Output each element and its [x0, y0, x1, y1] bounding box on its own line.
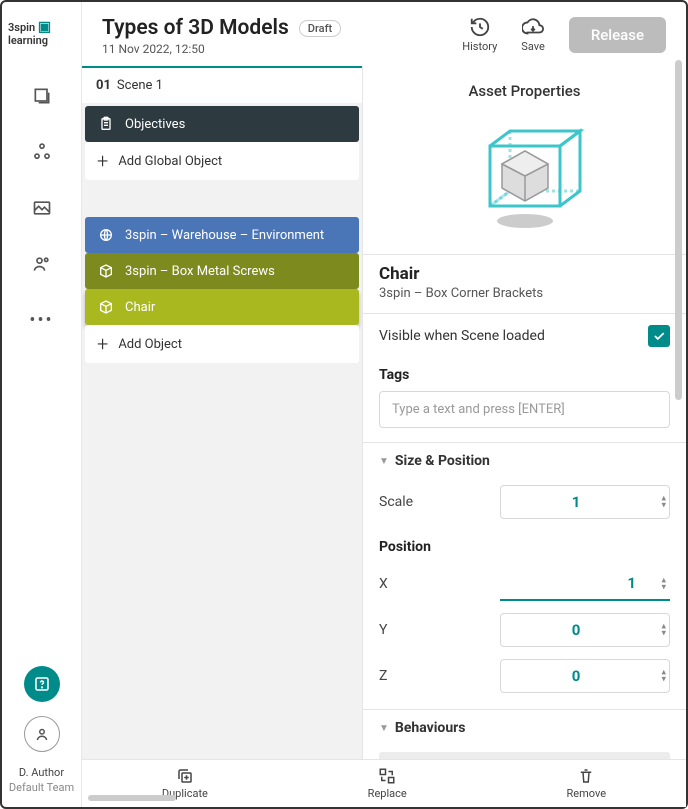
add-object[interactable]: + Add Object	[85, 325, 359, 363]
nav-more-icon[interactable]: •••	[31, 309, 53, 331]
nav-library-icon[interactable]	[31, 85, 53, 107]
size-position-header[interactable]: ▼ Size & Position	[363, 442, 686, 479]
save-button[interactable]: Save	[521, 16, 545, 53]
position-label: Position	[363, 525, 686, 561]
timestamp: 11 Nov 2022, 12:50	[102, 42, 446, 56]
panel-title: Asset Properties	[363, 66, 686, 110]
nav-media-icon[interactable]	[31, 197, 53, 219]
tags-label: Tags	[363, 359, 686, 389]
help-button[interactable]	[24, 666, 60, 702]
y-input[interactable]: 0	[500, 613, 670, 647]
objectives-row[interactable]: Objectives	[85, 106, 359, 142]
visible-checkbox[interactable]	[648, 325, 670, 347]
sidebar: 3spin ▣ learning ••• D. Author Default T…	[2, 2, 82, 807]
add-global-object[interactable]: + Add Global Object	[85, 142, 359, 180]
x-input[interactable]: 1	[500, 567, 670, 601]
scale-input[interactable]: 1	[500, 485, 670, 519]
clipboard-icon	[97, 115, 115, 133]
box-icon	[97, 298, 115, 316]
nav-nodes-icon[interactable]	[31, 141, 53, 163]
chevron-down-icon: ▼	[379, 723, 389, 734]
stepper-icon[interactable]: ▴▾	[661, 578, 666, 591]
behaviours-header[interactable]: ▼ Behaviours	[363, 709, 686, 746]
plus-icon: +	[97, 151, 108, 171]
asset-name: Chair	[363, 254, 686, 286]
user-label: D. Author Default Team	[9, 766, 74, 795]
asset-subtitle: 3spin – Box Corner Brackets	[363, 286, 686, 313]
box-icon	[97, 262, 115, 280]
globe-icon	[97, 226, 115, 244]
x-row: X 1▴▾	[363, 561, 686, 607]
stepper-icon[interactable]: ▴▾	[661, 624, 666, 637]
draft-badge: Draft	[299, 20, 341, 37]
tags-input[interactable]: Type a text and press [ENTER]	[379, 391, 670, 428]
page-title: Types of 3D Models Draft	[102, 16, 446, 40]
environment-row[interactable]: 3spin – Warehouse – Environment	[85, 217, 359, 253]
plus-icon: +	[97, 334, 108, 354]
history-button[interactable]: History	[462, 16, 497, 53]
chevron-down-icon: ▼	[379, 456, 389, 467]
scrollbar-vertical[interactable]	[675, 60, 682, 400]
y-row: Y 0▴▾	[363, 607, 686, 653]
remove-button[interactable]: Remove	[567, 767, 607, 800]
visible-toggle-row: Visible when Scene loaded	[363, 313, 686, 359]
z-row: Z 0▴▾	[363, 653, 686, 699]
z-input[interactable]: 0	[500, 659, 670, 693]
stepper-icon[interactable]: ▴▾	[661, 670, 666, 683]
stepper-icon[interactable]: ▴▾	[661, 496, 666, 509]
asset-preview	[363, 110, 686, 254]
scale-row: Scale 1▴▾	[363, 479, 686, 525]
properties-panel: Asset Properties	[362, 66, 686, 807]
scene-panel: 01Scene 1 Objectives + Add Global Object…	[82, 66, 362, 807]
nav-users-icon[interactable]	[31, 253, 53, 275]
scene-header[interactable]: 01Scene 1	[82, 66, 362, 103]
topbar: Types of 3D Models Draft 11 Nov 2022, 12…	[82, 2, 686, 66]
user-button[interactable]	[24, 716, 60, 752]
replace-button[interactable]: Replace	[368, 767, 407, 800]
object-row-selected[interactable]: Chair	[85, 289, 359, 325]
scrollbar-horizontal[interactable]	[88, 795, 176, 801]
release-button[interactable]: Release	[569, 17, 666, 53]
logo: 3spin ▣ learning	[2, 12, 81, 55]
object-row-1[interactable]: 3spin – Box Metal Screws	[85, 253, 359, 289]
